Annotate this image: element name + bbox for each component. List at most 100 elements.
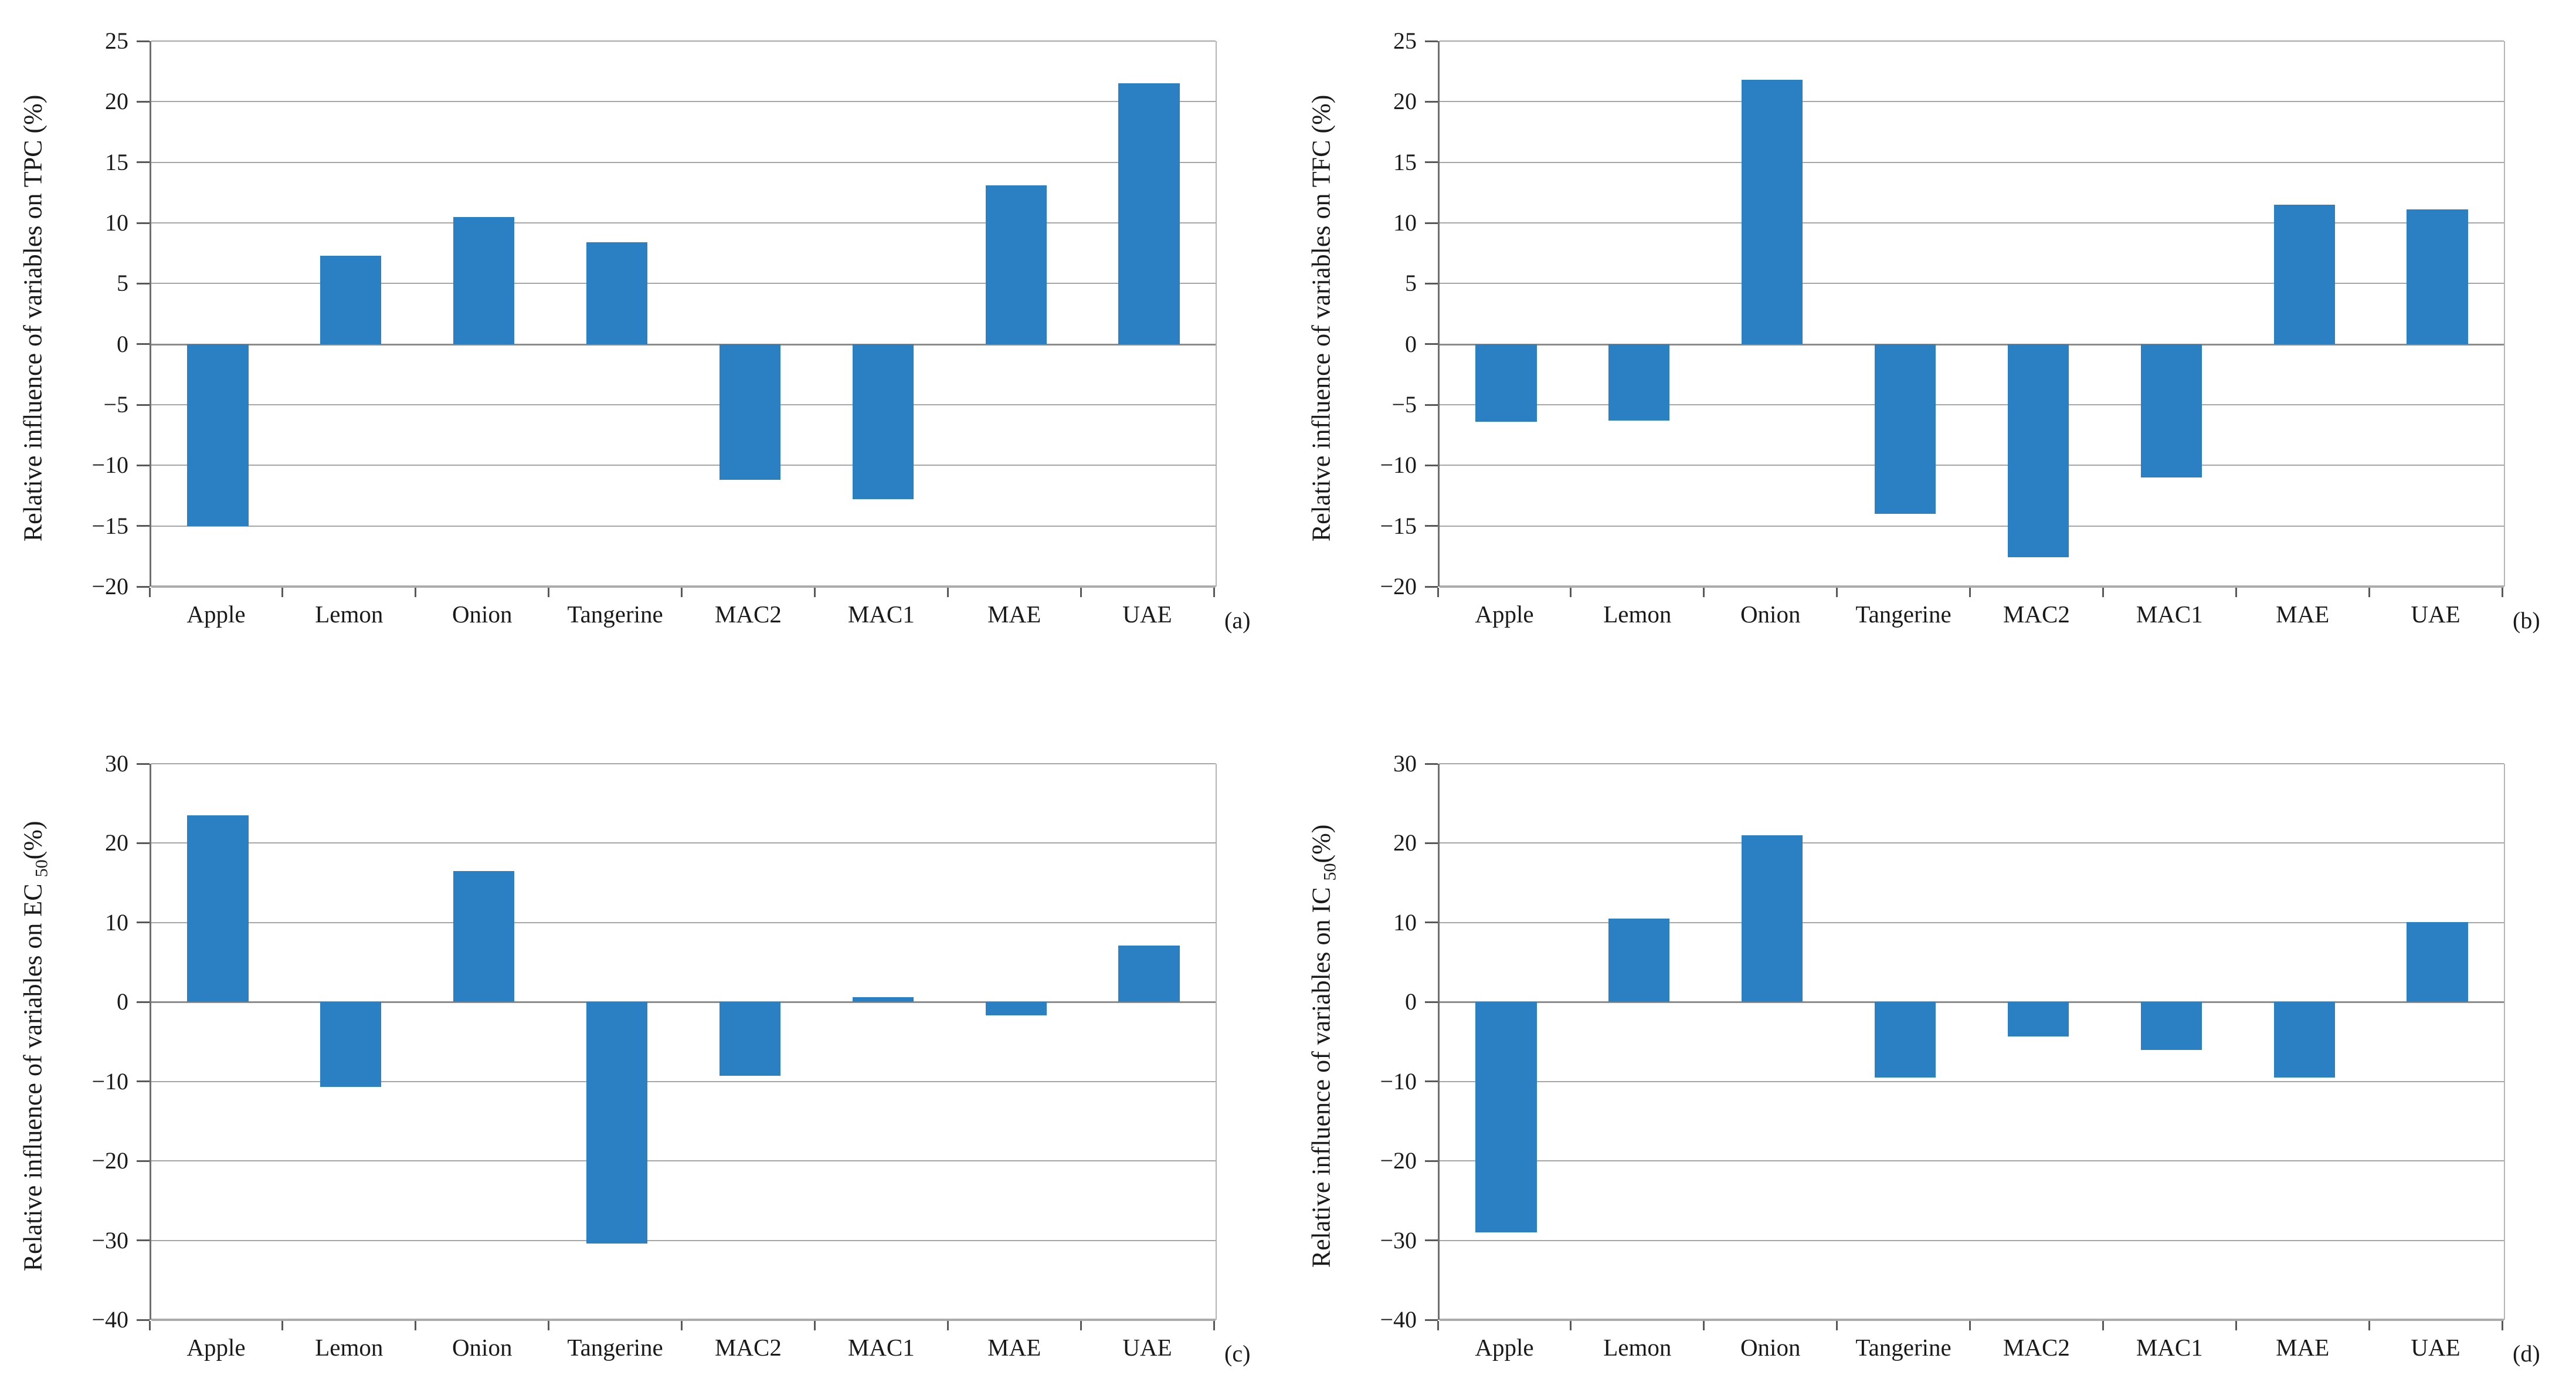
y-tick-label: −10 [91,452,128,479]
y-tick-label: 30 [105,750,128,777]
x-axis-tick [1437,588,1439,597]
gridline [151,1001,1216,1004]
bar-mae [2273,205,2335,344]
bar-mac1 [2140,344,2202,477]
bar-apple [1475,344,1537,422]
y-axis-tick [137,763,150,765]
y-axis-tick [137,282,150,284]
gridline [1440,1160,2504,1162]
x-category-label: Lemon [1603,601,1672,628]
y-axis-tick [1425,1001,1438,1003]
x-category-label: MAC1 [847,1334,915,1361]
x-category-label: MAC1 [2136,601,2203,628]
bar-tangerine [586,242,648,344]
gridline [151,922,1216,923]
panel-d: Relative influence of variables on IC 50… [1288,694,2576,1389]
y-tick-label: −40 [91,1306,128,1333]
y-axis-tick [1425,40,1438,42]
y-tick-label: 15 [1393,148,1417,175]
gridline [151,1319,1216,1321]
y-axis-tick [137,922,150,924]
x-category-label: Apple [1475,601,1534,628]
gridline [151,1160,1216,1162]
y-tick-label: −30 [1380,1227,1417,1254]
gridline [151,585,1216,588]
y-tick-label: 0 [117,330,128,357]
x-axis-tick [1080,588,1082,597]
bar-onion [1742,835,1803,1002]
gridline [1440,40,2504,42]
x-axis-tick [681,1321,683,1330]
y-tick-label: −5 [1391,391,1417,418]
y-axis-tick [137,1239,150,1242]
gridline [151,525,1216,527]
y-axis-tick [1425,525,1438,527]
y-axis-tick [137,525,150,527]
x-axis-tick [1969,588,1971,597]
bar-uae [2407,922,2468,1002]
y-tick-label: −10 [1380,452,1417,479]
y-tick-label: 20 [105,88,128,115]
y-tick-label: 20 [105,829,128,856]
x-category-label: Tangerine [567,1334,663,1361]
x-category-label: Onion [1740,1334,1801,1361]
gridline [1440,222,2504,223]
plot-area [1438,763,2505,1321]
bar-lemon [1608,344,1670,421]
x-axis-tick [1703,588,1705,597]
y-tick-label: 0 [1405,330,1417,357]
x-category-label: MAE [2276,601,2330,628]
x-axis-tick [1703,1321,1705,1330]
x-axis-tick [2368,1321,2370,1330]
x-category-label: Onion [452,1334,513,1361]
y-tick-label: 20 [1393,829,1417,856]
gridline [1440,525,2504,527]
gridline [1440,1080,2504,1082]
gridline [1440,763,2504,764]
y-tick-label: −5 [103,391,128,418]
x-axis-tick [548,588,550,597]
y-axis-tick [1425,404,1438,406]
y-tick-label: 5 [117,270,128,297]
bar-mae [985,1002,1047,1016]
gridline [151,161,1216,163]
x-axis-tick [2235,1321,2237,1330]
plot-area [150,40,1217,588]
y-axis-tick [137,100,150,103]
bar-mae [2273,1002,2335,1078]
y-axis-tick [137,343,150,345]
bar-uae [1118,83,1180,344]
x-category-label: Onion [1740,601,1801,628]
y-tick-label: −15 [1380,512,1417,539]
x-category-label: MAE [2276,1334,2330,1361]
gridline [151,1239,1216,1241]
x-category-label: UAE [1122,601,1172,628]
bar-mae [985,185,1047,344]
x-category-label: Tangerine [567,601,663,628]
bar-apple [187,344,249,526]
panel-letter: (b) [2513,607,2540,633]
x-category-label: Onion [452,601,513,628]
gridline [1440,404,2504,405]
y-tick-label: 20 [1393,88,1417,115]
gridline [151,343,1216,345]
x-category-label: MAC2 [2003,1334,2070,1361]
y-axis-tick [1425,585,1438,588]
x-axis-tick [813,588,816,597]
gridline [1440,922,2504,923]
y-tick-label: −15 [91,512,128,539]
y-axis-tick [137,464,150,466]
bar-mac2 [719,1002,781,1076]
gridline [1440,585,2504,588]
x-category-label: MAC1 [847,601,915,628]
bar-tangerine [586,1002,648,1244]
x-axis-tick [2501,1321,2503,1330]
y-tick-label: 10 [105,209,128,236]
bar-onion [453,870,515,1002]
y-axis-tick [137,1080,150,1083]
y-tick-label: −30 [91,1227,128,1254]
x-axis-tick [1213,1321,1215,1330]
gridline [1440,842,2504,844]
x-axis-tick [415,588,417,597]
gridline [151,842,1216,844]
